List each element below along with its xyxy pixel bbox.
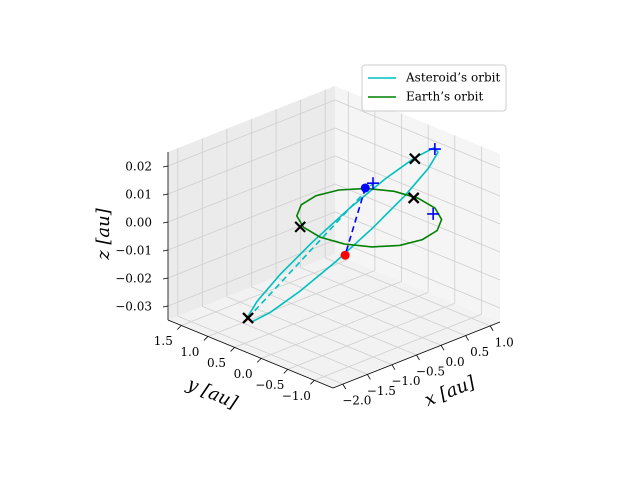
x-tick-label: 0.0 [446, 355, 465, 369]
x-tick-label: −0.5 [416, 365, 445, 379]
y-tick-label: −0.5 [255, 378, 284, 392]
marker-x [294, 221, 306, 233]
grid-line [325, 257, 491, 327]
z-tick-label: 0.01 [125, 188, 152, 202]
tick-mark [367, 374, 371, 380]
series-line [344, 187, 367, 256]
marker-plus [367, 177, 380, 190]
grid-line [260, 292, 429, 359]
y-tick-label: 1.5 [154, 334, 173, 348]
tick-mark [162, 193, 169, 196]
x-tick-label: −1.0 [391, 374, 420, 388]
tick-mark [465, 335, 469, 341]
marker-dot [360, 183, 370, 193]
panes [168, 86, 500, 388]
grid-line [314, 313, 482, 381]
grid-line [167, 99, 336, 167]
x-tick-label: 1.0 [495, 335, 514, 349]
series-line [295, 187, 443, 248]
grid-line [287, 302, 455, 370]
x-tick-label: −1.5 [367, 384, 396, 398]
tick-mark [256, 358, 262, 363]
marker-plus [427, 207, 440, 220]
z-tick-label: −0.01 [115, 244, 152, 258]
grid-line [207, 270, 376, 337]
tick-mark [162, 305, 169, 308]
tick-mark [177, 325, 182, 330]
grid-line [251, 286, 417, 356]
z-tick-label: 0.00 [125, 216, 152, 230]
y-axis-line [167, 319, 334, 389]
grid-line [334, 155, 501, 225]
tick-mark [391, 364, 396, 370]
z-axis-title: z [au] [93, 207, 114, 261]
legend-label: Asteroid’s orbit [405, 71, 500, 85]
grid-line [167, 127, 336, 195]
tick-mark [416, 354, 420, 361]
legend-box [361, 64, 507, 112]
tick-mark [162, 249, 169, 252]
tick-mark [162, 221, 169, 224]
x-axis-line [332, 321, 501, 389]
y-tick-label: 0.0 [234, 367, 253, 381]
z-tick-label: 0.02 [125, 160, 152, 174]
z-tick-label: −0.03 [115, 300, 152, 314]
grid-line [300, 267, 466, 336]
grid-line [167, 183, 336, 251]
tick-mark [203, 336, 209, 341]
tick-mark [440, 345, 445, 351]
series-line [247, 182, 374, 319]
marker-x [409, 152, 421, 165]
marker-dot [340, 250, 350, 260]
y-tick-label: −1.0 [282, 389, 311, 403]
grid-line [167, 211, 336, 279]
grid-line [334, 183, 501, 253]
marker-x [242, 312, 254, 324]
tick-mark [162, 277, 169, 280]
tick-mark [310, 380, 315, 385]
marker-x [407, 192, 420, 204]
grid-line [202, 306, 368, 375]
grid-line [234, 281, 402, 348]
y-tick-label: 1.0 [180, 345, 199, 359]
tick-mark [230, 347, 235, 352]
tick-mark [162, 165, 169, 168]
z-tick-label: −0.02 [115, 272, 152, 286]
grid-line [226, 296, 393, 366]
grid-line [334, 239, 501, 309]
x-tick-label: −2.0 [342, 394, 371, 408]
grid-line [334, 99, 501, 169]
y-axis-title: y [au] [183, 373, 241, 414]
tick-mark [489, 325, 494, 332]
marker-plus [428, 143, 441, 156]
legend-label: Earth’s orbit [406, 90, 483, 104]
grid-line [334, 211, 501, 281]
tick-mark [283, 369, 289, 374]
tick-mark [342, 383, 347, 390]
x-tick-label: 0.5 [470, 345, 489, 359]
y-tick-label: 0.5 [207, 356, 226, 370]
grid-line [177, 315, 343, 385]
grid-line [167, 239, 336, 307]
grid-line [167, 155, 336, 223]
